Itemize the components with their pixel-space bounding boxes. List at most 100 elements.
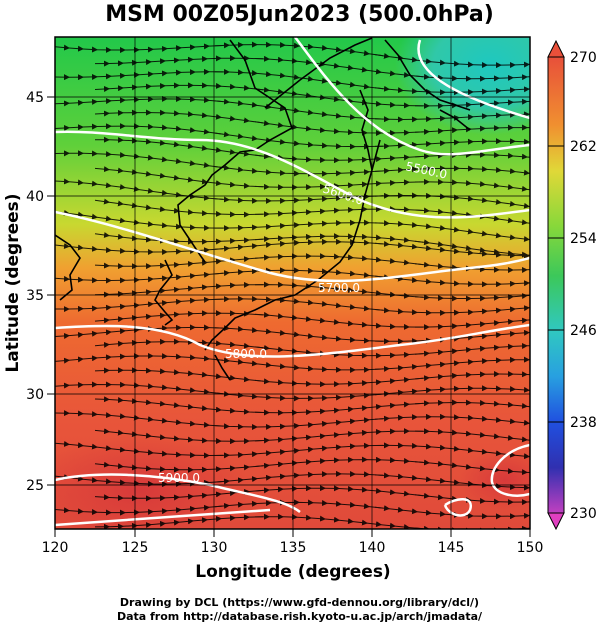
axis-ticks xyxy=(47,96,531,537)
y-tick-label: 25 xyxy=(26,478,44,494)
streamline xyxy=(214,325,384,344)
streamline xyxy=(94,338,264,349)
streamline xyxy=(414,371,530,382)
streamline xyxy=(374,472,530,491)
streamline xyxy=(254,513,424,529)
streamline xyxy=(254,206,424,218)
contour-label-5700: 5700.0 xyxy=(318,281,360,295)
streamline xyxy=(55,352,224,364)
streamline xyxy=(94,281,264,298)
y-tick-label: 45 xyxy=(26,90,44,106)
streamline xyxy=(254,428,424,444)
streamline xyxy=(55,178,224,201)
streamline xyxy=(414,178,530,198)
streamline xyxy=(254,253,424,266)
streamline xyxy=(94,109,264,124)
streamline xyxy=(55,123,224,135)
streamline xyxy=(374,240,530,259)
streamline xyxy=(254,485,424,497)
streamline xyxy=(414,492,530,506)
streamline xyxy=(94,396,264,415)
streamline xyxy=(94,166,264,189)
streamline xyxy=(94,514,264,529)
streamline xyxy=(214,41,384,57)
streamline xyxy=(374,356,530,372)
streamline xyxy=(214,295,384,312)
streamline xyxy=(254,311,424,330)
credit-data: Data from http://database.rish.kyoto-u.a… xyxy=(116,610,483,623)
streamline xyxy=(254,344,424,359)
height-contours xyxy=(55,37,530,527)
streamline xyxy=(55,504,224,516)
streamline xyxy=(254,153,424,164)
x-tick-label: 120 xyxy=(42,540,69,556)
streamline xyxy=(374,413,530,426)
credit-drawing: Drawing by DCL (https://www.gfd-dennou.o… xyxy=(119,596,480,609)
streamline xyxy=(374,165,530,176)
x-tick-label: 145 xyxy=(438,540,465,556)
streamline xyxy=(55,410,224,428)
streamline xyxy=(254,456,424,469)
streamline xyxy=(55,43,224,54)
streamline xyxy=(414,399,530,414)
wind-streamlines xyxy=(55,41,530,529)
streamline xyxy=(214,499,384,510)
temperature-field xyxy=(55,37,530,529)
streamline xyxy=(214,68,384,90)
contour-label-5800: 5800.0 xyxy=(225,347,267,361)
streamline xyxy=(94,428,264,445)
x-axis-label: Longitude (degrees) xyxy=(195,562,390,582)
streamline xyxy=(414,151,530,165)
streamline xyxy=(414,97,530,109)
y-tick-label: 35 xyxy=(26,288,44,304)
streamline xyxy=(55,324,224,339)
streamline xyxy=(254,233,424,243)
streamline xyxy=(214,98,384,122)
colorbar-min-arrow-icon xyxy=(547,512,565,531)
streamline xyxy=(55,271,224,284)
streamline xyxy=(374,442,530,460)
streamline xyxy=(94,310,264,324)
streamline xyxy=(214,238,384,252)
y-tick-label: 40 xyxy=(26,189,44,205)
streamline xyxy=(414,289,530,302)
streamline xyxy=(94,256,264,270)
streamline xyxy=(55,296,224,313)
streamline xyxy=(254,376,424,388)
streamline xyxy=(374,138,530,150)
y-tick-label: 30 xyxy=(26,387,44,403)
streamline xyxy=(414,261,530,274)
streamline xyxy=(374,192,530,209)
map-title: MSM 00Z05Jun2023 (500.0hPa) xyxy=(105,2,494,27)
streamline xyxy=(254,55,424,78)
streamline xyxy=(414,428,530,447)
streamline xyxy=(55,150,224,169)
colorbar-tick-label: 238 xyxy=(570,415,597,431)
streamline xyxy=(374,305,530,316)
streamline xyxy=(94,461,264,473)
streamline xyxy=(55,68,224,81)
streamline xyxy=(55,381,224,395)
streamline xyxy=(55,440,224,459)
colorbar-max-arrow-icon xyxy=(547,39,565,58)
streamline xyxy=(214,417,384,430)
streamline xyxy=(94,136,264,157)
streamline xyxy=(94,488,264,502)
streamline xyxy=(414,207,530,231)
y-tick-labels: 45 40 35 30 25 xyxy=(26,90,44,494)
coastlines xyxy=(55,37,471,381)
streamline xyxy=(254,401,424,416)
x-tick-label: 150 xyxy=(517,540,544,556)
streamline xyxy=(55,95,224,107)
y-axis-label: Latitude (degrees) xyxy=(3,193,23,372)
x-tick-label: 130 xyxy=(201,540,228,556)
x-tick-labels: 120 125 130 135 140 145 150 xyxy=(42,540,544,556)
streamline xyxy=(374,385,530,397)
colorbar-tick-label: 270 xyxy=(570,50,597,66)
streamline xyxy=(55,209,224,231)
streamline xyxy=(374,329,530,345)
streamline xyxy=(414,314,530,331)
streamline xyxy=(94,82,264,92)
colorbar-tick-label: 246 xyxy=(570,323,597,339)
